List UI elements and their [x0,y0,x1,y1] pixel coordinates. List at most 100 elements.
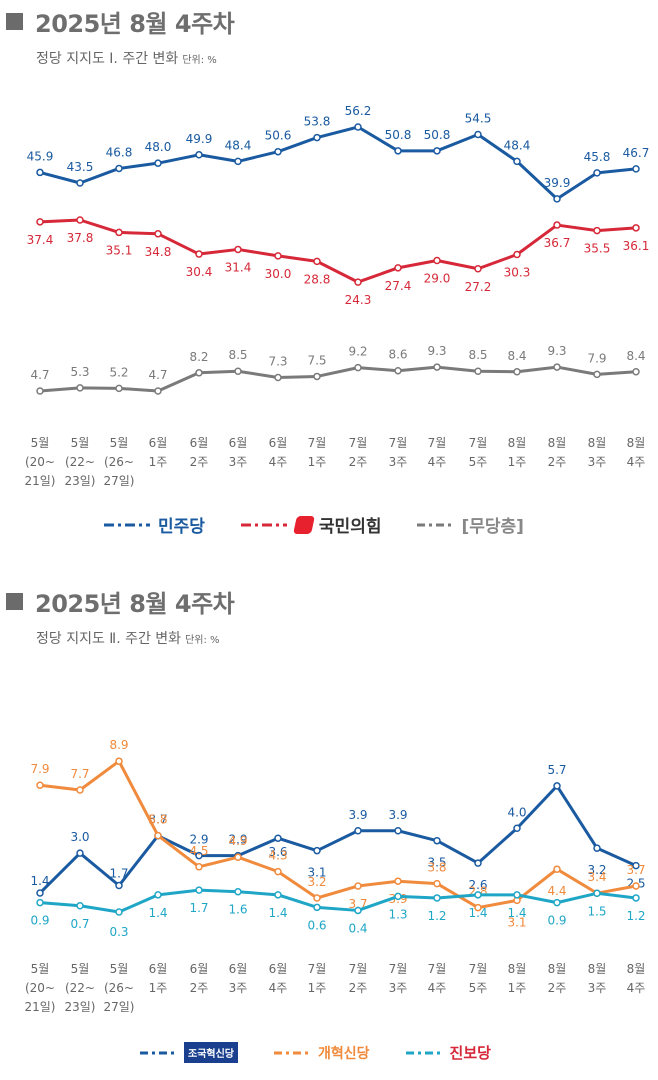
legend-label: 진보당 [449,1044,491,1062]
x-tick-label: (26~ [104,455,134,469]
data-label: 4.9 [228,834,247,848]
line-chart-2: 1.4 3.0 1.7 3.7 2.9 2.9 3.6 3.1 3.9 3.9 3.5 2.6 4.0 5… [25,738,646,1014]
data-label: 1.4 [268,906,287,920]
data-label: 36.1 [623,239,650,253]
x-tick-label: 8월 [548,962,567,976]
data-point [36,168,44,177]
x-tick-label: 6월 [149,436,168,450]
data-label: 4.7 [148,368,167,382]
x-tick-label: 8월 [588,436,607,450]
data-point [36,889,44,897]
data-label: 8.4 [507,349,526,363]
data-point [474,903,482,912]
data-point [115,384,123,393]
x-tick-label: 5월 [71,436,90,450]
x-tick-label: (20~ [25,981,55,995]
data-label: 9.3 [547,344,566,358]
data-label: 1.7 [189,901,208,915]
data-label: 5.3 [70,365,89,379]
data-label: 7.3 [268,354,287,368]
series-line-2 [39,888,637,914]
legend-label: 개혁신당 [318,1045,370,1062]
data-label: 3.1 [507,915,526,929]
data-point [354,906,362,915]
legend-item-democratic: 민주당 [104,512,205,537]
data-label: 9.2 [348,345,367,359]
x-tick-label: 2주 [190,455,209,469]
data-label: 35.1 [106,243,133,257]
data-point [632,165,640,173]
data-label: 8.5 [468,348,487,362]
data-label: 7.9 [30,762,49,776]
data-point [195,151,203,159]
data-point [76,179,84,187]
x-tick-label: 27일) [104,1000,135,1014]
data-label: 34.8 [145,245,172,259]
data-point [632,894,640,902]
data-point [433,147,441,155]
data-label: 3.2 [307,875,326,889]
data-point [313,903,321,912]
data-point [354,123,362,131]
data-point [513,891,521,899]
data-point [394,264,402,272]
data-label: 2.9 [228,833,247,847]
x-tick-label: 21일) [25,474,56,488]
data-label: 24.3 [345,293,372,307]
header-square-icon [6,13,23,30]
data-point [234,367,242,375]
legend-line-icon [417,520,454,530]
x-tick-label: 3주 [389,455,408,469]
x-tick-label: 4주 [627,455,646,469]
x-tick-label: 1주 [508,455,527,469]
legend-label: 국민의힘 [318,517,382,537]
data-label: 5.7 [547,763,566,777]
data-point [76,216,84,224]
data-point [394,147,402,155]
data-label: 8.9 [109,738,128,752]
data-point [313,846,321,855]
data-label: 0.3 [109,925,128,939]
data-point [313,372,321,381]
data-point [513,250,521,259]
data-point [433,836,441,845]
data-label: 1.6 [228,903,247,917]
data-point [274,147,282,156]
x-tick-label: (26~ [104,981,134,995]
data-point [553,782,561,790]
data-point [593,169,601,177]
data-label: 8.5 [228,348,247,362]
data-point [76,849,84,857]
data-point [274,373,282,382]
data-label: 7.5 [307,353,326,367]
x-tick-label: 2주 [548,981,567,995]
x-tick-label: 1주 [149,981,168,995]
panel-header: 2025년 8월 4주차 [6,584,235,619]
data-point [354,827,362,835]
data-point [553,898,561,907]
x-tick-label: 6월 [190,962,209,976]
data-label: 46.7 [623,146,650,160]
x-tick-label: 6월 [269,436,288,450]
data-label: 1.4 [507,906,526,920]
data-point [195,851,203,860]
legend-item-reform: 개혁신당 [274,1043,370,1063]
data-label: 9.3 [427,344,446,358]
data-label: 29.0 [424,271,451,285]
series-line-0 [38,784,637,895]
data-point [195,863,203,871]
data-point [513,824,521,833]
data-point [553,195,561,203]
data-point [154,831,162,840]
data-point [593,370,601,379]
x-tick-label: 4주 [627,981,646,995]
x-tick-label: 5월 [31,962,50,976]
legend-label: [무당층] [461,517,524,537]
data-point [154,230,162,238]
x-tick-label: 1주 [308,455,327,469]
data-point [234,245,242,254]
chart-panel-2: 2025년 8월 4주차 정당 지지도 Ⅱ. 주간 변화 단위: % 1.4 3.0… [0,580,658,1080]
data-label: 30.4 [186,265,213,279]
data-point [553,363,561,371]
data-label: 3.9 [348,808,367,822]
